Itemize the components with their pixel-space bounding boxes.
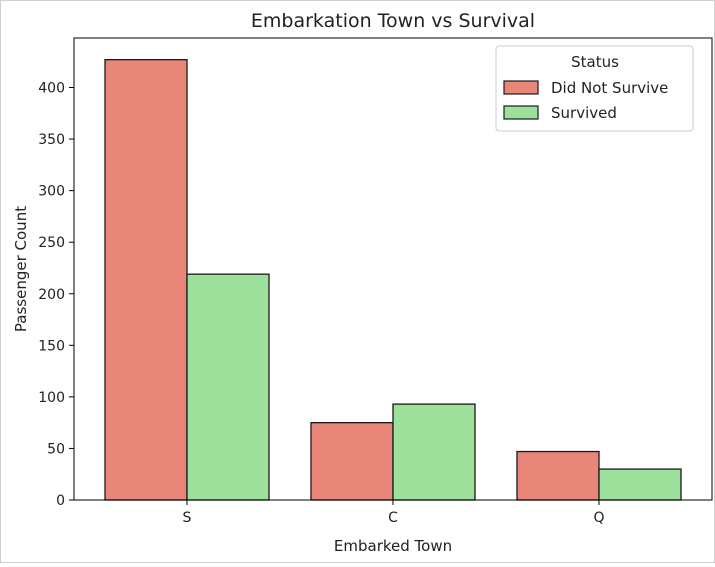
y-ticks-layer: 0 50 100 150 200 250 300 350 400 bbox=[38, 81, 74, 509]
legend-label: Survived bbox=[551, 104, 617, 122]
legend-title: Status bbox=[571, 53, 619, 71]
bars-layer bbox=[104, 59, 682, 501]
legend-swatch bbox=[503, 105, 539, 120]
bar-s-did-not-survive bbox=[104, 59, 188, 501]
y-tick-label: 0 bbox=[56, 493, 65, 509]
y-tick-label: 200 bbox=[38, 287, 65, 303]
legend: Status Did Not Survive Survived bbox=[495, 45, 694, 132]
bar-c-survived bbox=[392, 403, 476, 501]
chart-title: Embarkation Town vs Survival bbox=[251, 10, 535, 32]
x-tick-label: S bbox=[183, 510, 192, 526]
y-tick-label: 100 bbox=[38, 390, 65, 406]
legend-box bbox=[495, 45, 694, 132]
bar-c-did-not-survive bbox=[310, 422, 394, 501]
y-tick-label: 350 bbox=[38, 132, 65, 148]
legend-swatch bbox=[503, 80, 539, 95]
x-tick-label: Q bbox=[593, 510, 604, 526]
y-tick-label: 400 bbox=[38, 81, 65, 97]
bar-q-did-not-survive bbox=[516, 450, 600, 501]
bar-s-survived bbox=[186, 273, 270, 501]
x-tick-label: C bbox=[388, 510, 398, 526]
y-tick-label: 300 bbox=[38, 184, 65, 200]
y-tick-label: 150 bbox=[38, 338, 65, 354]
x-axis-label: Embarked Town bbox=[334, 537, 452, 555]
y-tick-label: 250 bbox=[38, 235, 65, 251]
plot-area-frame bbox=[73, 37, 713, 501]
y-tick-label: 50 bbox=[47, 441, 65, 457]
y-axis-label: Passenger Count bbox=[12, 206, 30, 332]
bar-q-survived bbox=[598, 468, 682, 501]
legend-label: Did Not Survive bbox=[551, 79, 668, 97]
